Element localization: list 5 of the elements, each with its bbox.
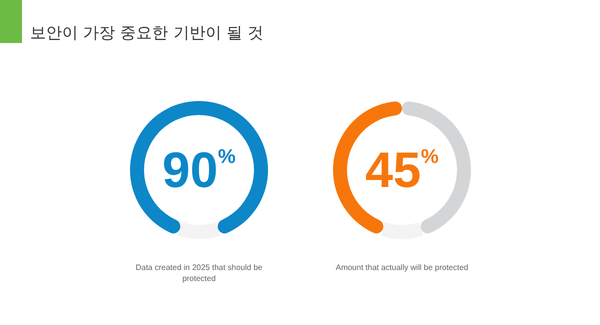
text: 90$^{%}$	[162, 142, 236, 198]
text: Amount that actually will be protected	[336, 263, 468, 272]
text: Data created in 2025 that should be protected	[136, 263, 263, 283]
chart-title: 보안이 가장 중요한 기반이 될 것	[30, 23, 264, 42]
text: 45$^{%}$	[365, 142, 439, 198]
